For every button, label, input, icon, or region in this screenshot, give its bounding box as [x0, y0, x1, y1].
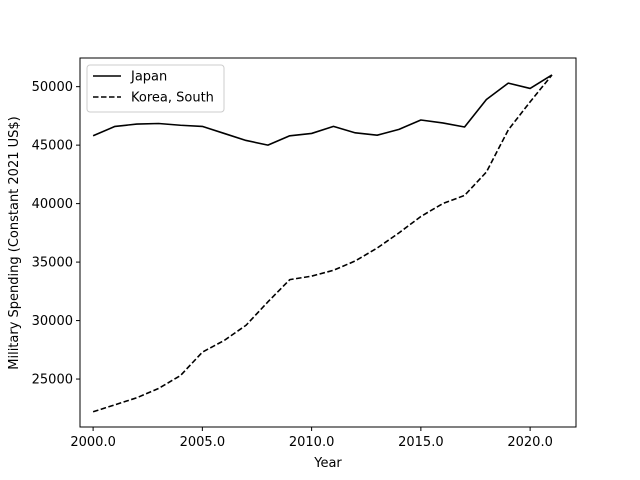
x-tick-label: 2010.0 — [289, 435, 335, 450]
plot-frame — [79, 57, 577, 428]
series-line-0 — [92, 74, 553, 146]
x-axis-label: Year — [313, 456, 342, 471]
y-tick-label: 30000 — [32, 314, 73, 329]
x-axis-ticks: 2000.0 2005.0 2010.0 2015.0 2020.0 — [70, 427, 553, 450]
y-tick-label: 25000 — [32, 373, 73, 388]
x-tick-label: 2005.0 — [180, 435, 226, 450]
x-tick-label: 2020.0 — [507, 435, 553, 450]
legend: Japan Korea, South — [86, 64, 225, 113]
legend-box — [86, 64, 225, 113]
plot-area — [92, 74, 553, 413]
y-axis-label: Military Spending (Constant 2021 US$) — [7, 116, 22, 370]
x-tick-label: 2015.0 — [398, 435, 444, 450]
y-tick-label: 45000 — [32, 139, 73, 154]
series-line-1 — [92, 74, 553, 413]
y-axis-ticks: 25000 30000 35000 40000 45000 50000 — [32, 80, 80, 388]
legend-label-0: Japan — [130, 70, 167, 85]
y-tick-label: 35000 — [32, 256, 73, 271]
x-tick-label: 2000.0 — [70, 435, 116, 450]
y-tick-label: 40000 — [32, 197, 73, 212]
legend-label-1: Korea, South — [131, 91, 214, 106]
y-tick-label: 50000 — [32, 80, 73, 95]
